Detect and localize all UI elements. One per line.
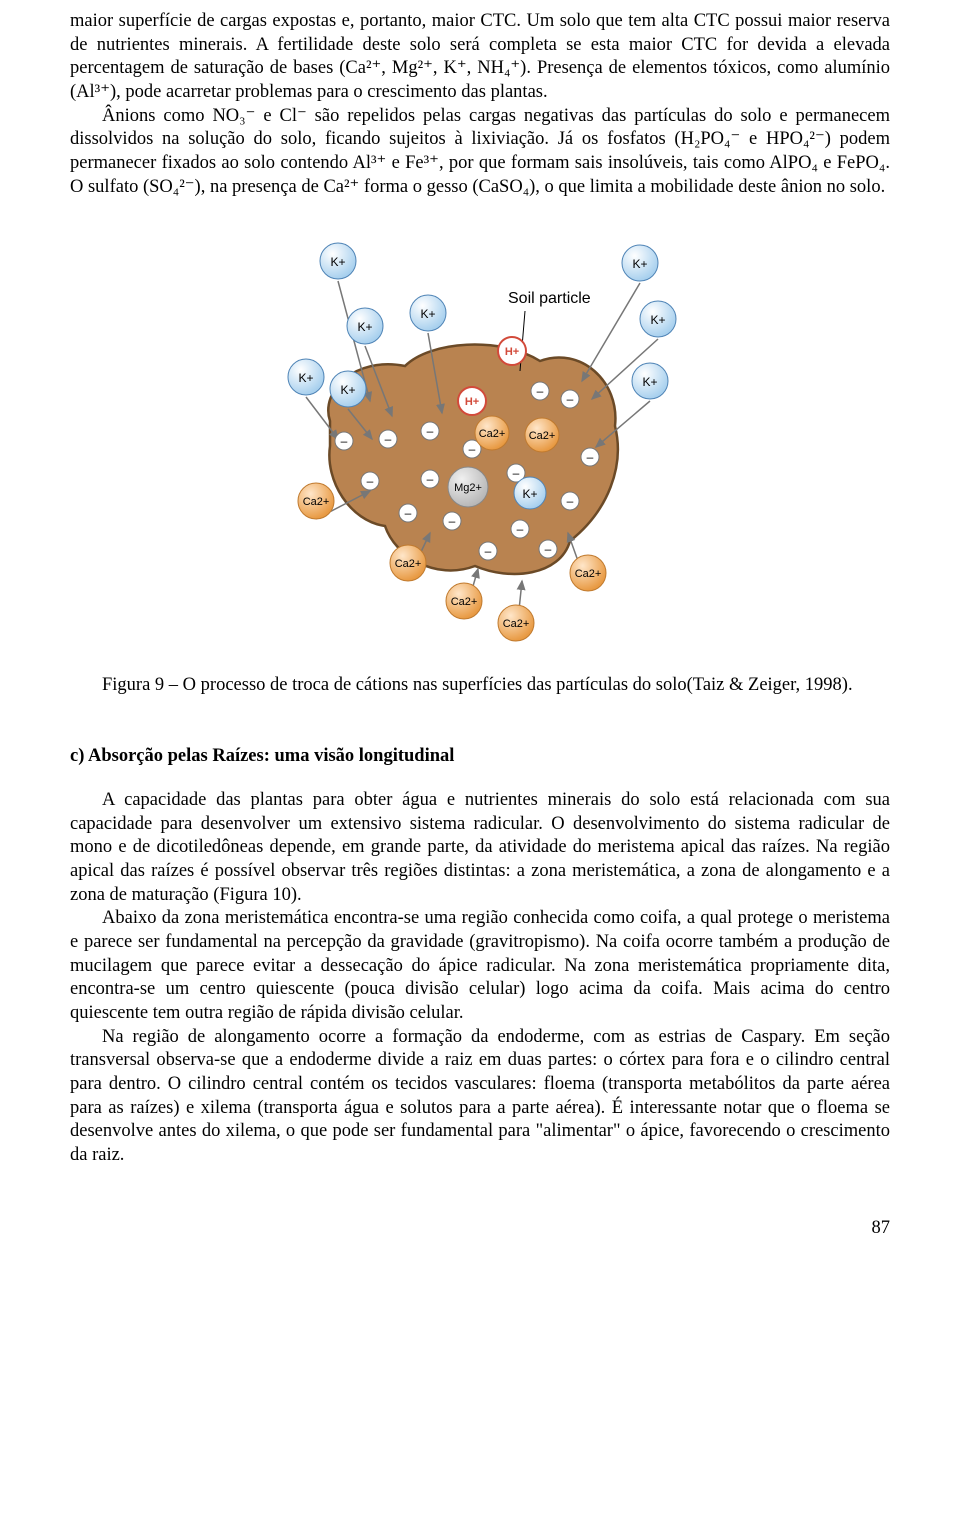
- page: maior superfície de cargas expostas e, p…: [0, 0, 960, 1279]
- svg-text:H+: H+: [465, 396, 479, 408]
- svg-text:K+: K+: [357, 320, 372, 334]
- page-number: 87: [70, 1218, 890, 1239]
- soil-particle-shape: [328, 345, 618, 574]
- svg-text:–: –: [385, 432, 392, 446]
- svg-text:K+: K+: [522, 487, 537, 501]
- svg-text:K+: K+: [330, 255, 345, 269]
- intro-paragraphs: maior superfície de cargas expostas e, p…: [70, 10, 890, 199]
- svg-text:–: –: [567, 494, 574, 508]
- svg-text:K+: K+: [650, 313, 665, 327]
- svg-text:H+: H+: [505, 346, 519, 358]
- svg-text:–: –: [587, 450, 594, 464]
- svg-text:K+: K+: [340, 383, 355, 397]
- svg-text:–: –: [567, 392, 574, 406]
- svg-text:–: –: [405, 506, 412, 520]
- soil-particle-label: Soil particle: [508, 290, 591, 307]
- figure-9: Soil particle – –: [70, 221, 890, 656]
- svg-text:Ca2+: Ca2+: [303, 496, 330, 508]
- svg-text:K+: K+: [642, 375, 657, 389]
- svg-text:–: –: [485, 544, 492, 558]
- svg-text:–: –: [427, 472, 434, 486]
- svg-text:–: –: [367, 474, 374, 488]
- svg-text:Ca2+: Ca2+: [479, 428, 506, 440]
- section-c-heading: c) Absorção pelas Raízes: uma visão long…: [70, 746, 890, 767]
- svg-text:Mg2+: Mg2+: [454, 482, 482, 494]
- section-c-p3: Na região de alongamento ocorre a formaç…: [70, 1026, 890, 1168]
- svg-text:–: –: [513, 466, 520, 480]
- svg-text:–: –: [427, 424, 434, 438]
- paragraph-2: Ânions como NO₃⁻ e Cl⁻ são repelidos pel…: [70, 105, 890, 200]
- svg-text:Ca2+: Ca2+: [575, 568, 602, 580]
- svg-text:–: –: [341, 434, 348, 448]
- svg-text:–: –: [469, 442, 476, 456]
- section-c-p1: A capacidade das plantas para obter água…: [70, 789, 890, 907]
- svg-text:Ca2+: Ca2+: [529, 430, 556, 442]
- figure-9-caption: Figura 9 – O processo de troca de cátion…: [70, 674, 890, 698]
- soil-particle-diagram: Soil particle – –: [220, 221, 740, 651]
- svg-text:–: –: [517, 522, 524, 536]
- svg-text:–: –: [449, 514, 456, 528]
- svg-text:Ca2+: Ca2+: [503, 618, 530, 630]
- section-c-body: A capacidade das plantas para obter água…: [70, 789, 890, 1168]
- paragraph-1: maior superfície de cargas expostas e, p…: [70, 10, 890, 105]
- svg-text:K+: K+: [298, 371, 313, 385]
- svg-text:Ca2+: Ca2+: [395, 558, 422, 570]
- mg-ion: Mg2+: [448, 467, 488, 507]
- svg-text:K+: K+: [632, 257, 647, 271]
- svg-text:–: –: [537, 384, 544, 398]
- svg-text:Ca2+: Ca2+: [451, 596, 478, 608]
- section-c-p2: Abaixo da zona meristemática encontra-se…: [70, 907, 890, 1025]
- svg-text:–: –: [545, 542, 552, 556]
- svg-text:K+: K+: [420, 307, 435, 321]
